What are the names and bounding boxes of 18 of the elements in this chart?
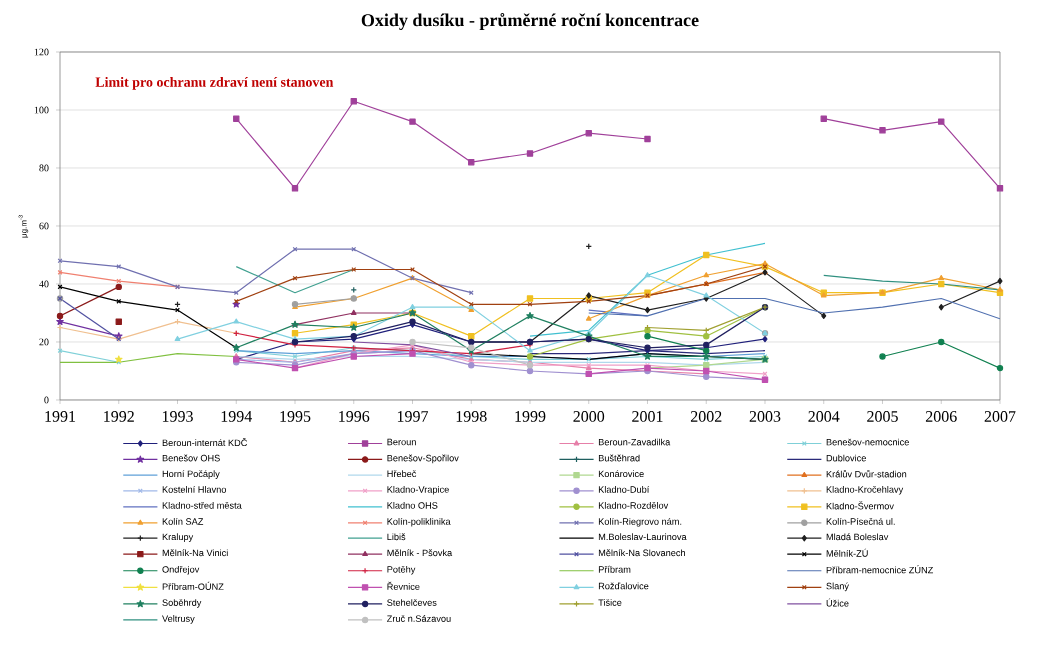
x-tick-label: 2006	[925, 411, 957, 422]
x-tick-label: 2005	[867, 411, 898, 422]
x-tick-label: 1996	[339, 411, 370, 422]
x-tick-label: 1995	[280, 411, 311, 422]
x-tick-label: 2007	[984, 411, 1016, 422]
chart-title: Oxidy dusíku - průměrné roční koncentrace	[361, 13, 699, 30]
x-tick-label: 2004	[808, 411, 840, 422]
x-tick-label: 1994	[221, 411, 253, 422]
x-tick-label: 2003	[749, 411, 781, 422]
x-tick-label: 1999	[515, 411, 546, 422]
x-tick-label: 1992	[104, 411, 134, 422]
x-tick-label: 1993	[162, 411, 193, 422]
x-tick-label: 2001	[632, 411, 663, 422]
x-tick-label: 2000	[573, 411, 605, 422]
x-tick-label: 1998	[456, 411, 487, 422]
x-tick-label: 1991	[45, 411, 76, 422]
x-tick-label: 1997	[397, 411, 429, 422]
x-tick-label: 2002	[690, 411, 722, 422]
